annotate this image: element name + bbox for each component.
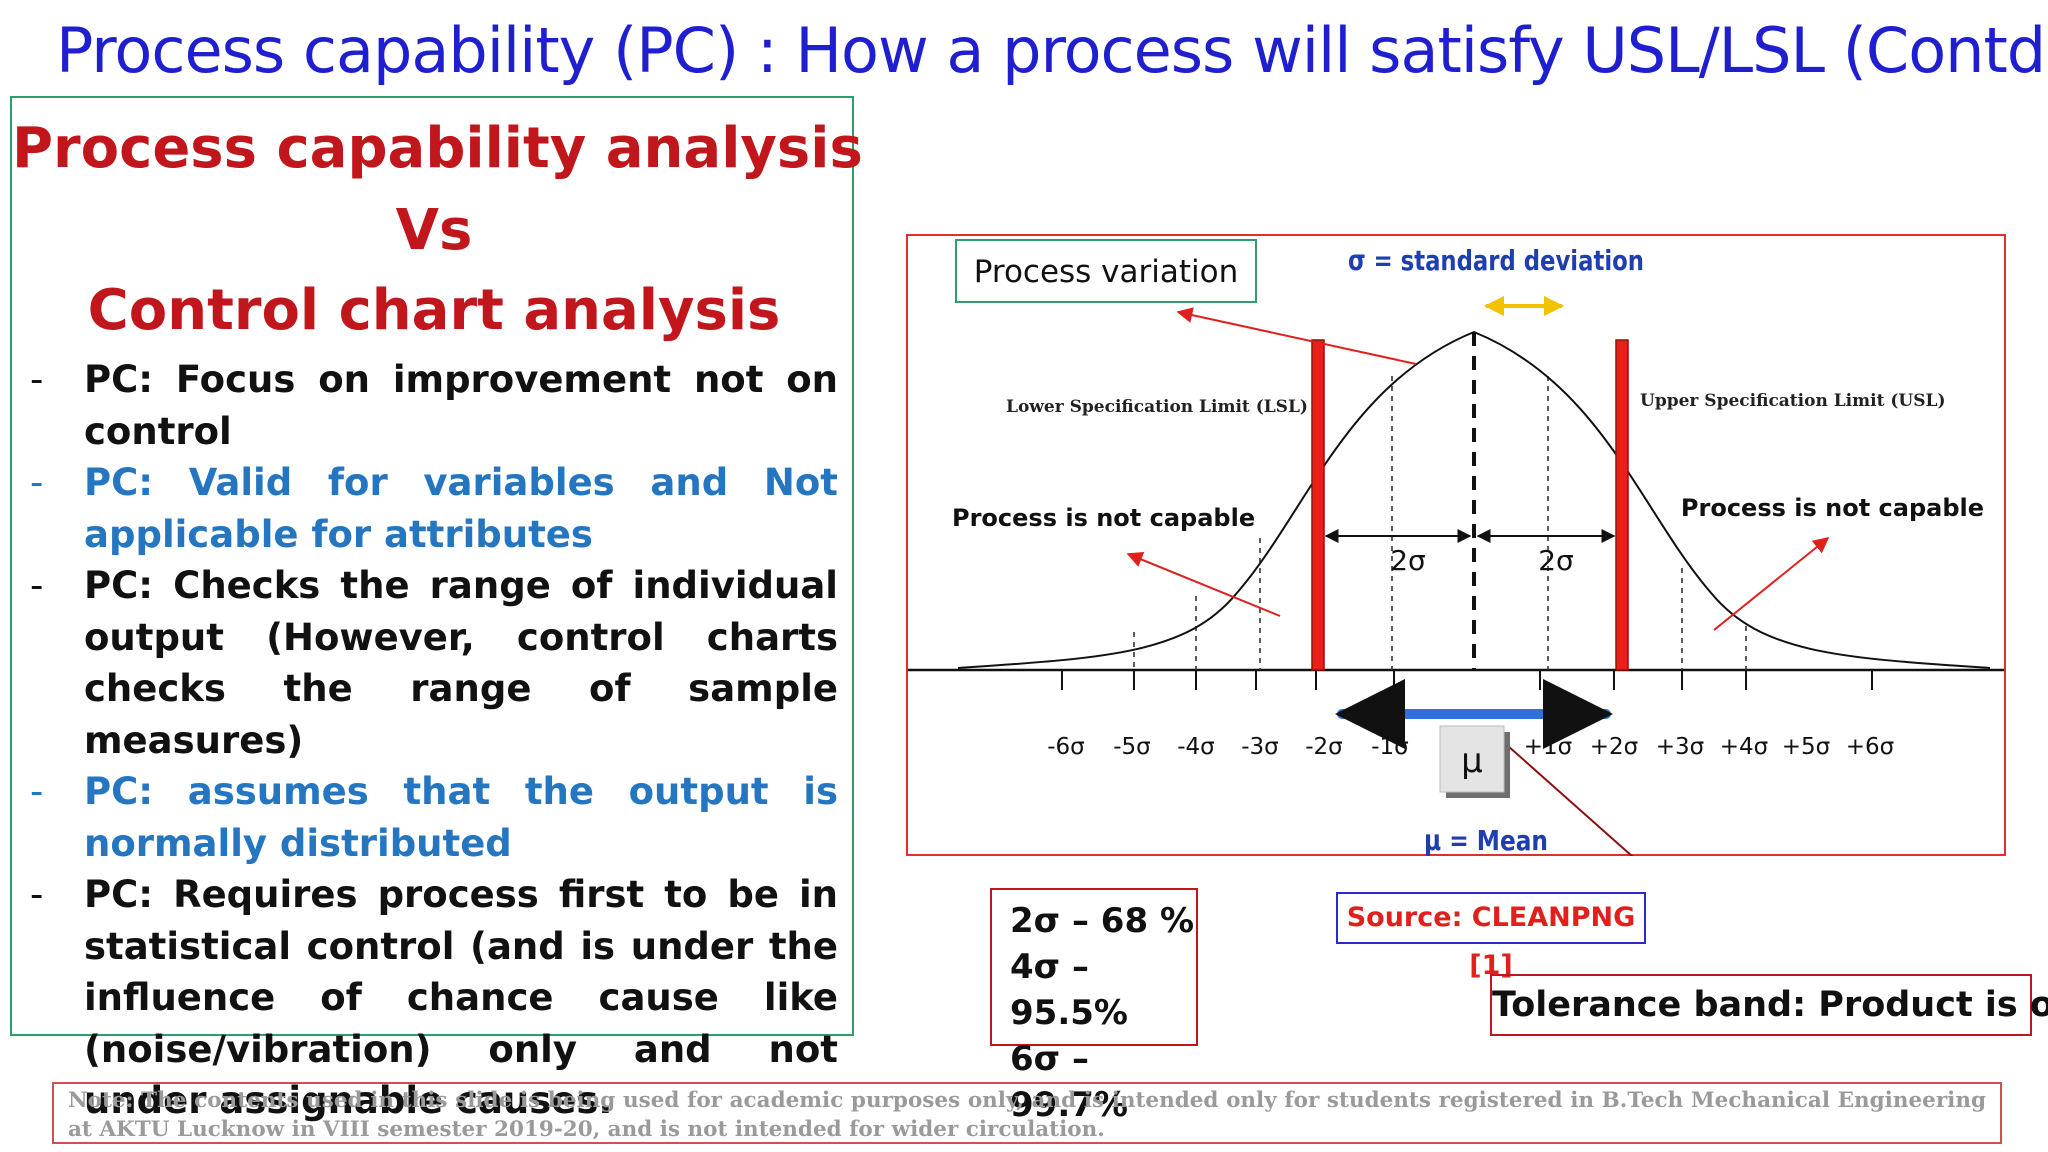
axis-tick-label: -5σ: [1113, 734, 1151, 760]
bullet-item: - PC: assumes that the output is normally…: [30, 766, 838, 869]
axis-tick-label: +2σ: [1590, 734, 1638, 760]
axis-tick-label: +3σ: [1656, 734, 1704, 760]
coverage-6-sigma: 6σ – 99.7%: [1010, 1039, 1128, 1125]
lsl-label: Lower Specification Limit (LSL): [1006, 397, 1308, 417]
bullet-dash: -: [30, 461, 44, 504]
axis-tick-label: -6σ: [1047, 734, 1085, 760]
bullet-item: - PC: Requires process first to be in sta…: [30, 869, 838, 1127]
bullet-list: - PC: Focus on improvement not on control…: [30, 354, 838, 1127]
comparison-panel: Process capability analysis Vs Control c…: [10, 96, 863, 1122]
heading-line-3: Control chart analysis: [87, 278, 781, 343]
bullet-text: PC: Focus on improvement not on control: [84, 358, 838, 453]
axis-tick-labels: -6σ -5σ -4σ -3σ -2σ -1σ +1σ +2σ +3σ +4σ …: [1047, 734, 1894, 760]
not-capable-left-label: Process is not capable: [952, 504, 1255, 532]
bullet-item: - PC: Checks the range of individual outp…: [30, 560, 838, 766]
axis-tick-label: -2σ: [1305, 734, 1343, 760]
not-capable-right-arrow: [1713, 536, 1830, 631]
usl-label: Upper Specification Limit (USL): [1640, 391, 1946, 411]
lsl-limit-bar: [1311, 339, 1325, 671]
not-capable-left-arrow: [1126, 552, 1281, 617]
axis-tick-label: +4σ: [1720, 734, 1768, 760]
tolerance-callout-arrow: [1489, 729, 1634, 856]
process-variation-box: [955, 239, 1257, 303]
not-capable-right-label: Process is not capable: [1681, 494, 1984, 522]
two-sigma-left-label: 2σ: [1390, 544, 1426, 577]
bullet-dash: -: [30, 770, 44, 813]
bullet-item: - PC: Focus on improvement not on control: [30, 354, 838, 457]
bullet-text: PC: assumes that the output is normally …: [84, 770, 838, 865]
source-citation: Source: CLEANPNG [1]: [1336, 892, 1646, 981]
mu-symbol: μ: [1461, 741, 1483, 781]
process-variation-label: Process variation: [974, 254, 1239, 290]
sigma-coverage-box: 2σ – 68 % 4σ – 95.5% 6σ – 99.7%: [990, 888, 1198, 1125]
two-sigma-right-label: 2σ: [1538, 544, 1574, 577]
axis-tick-marks: [1061, 670, 1873, 690]
bullet-dash: -: [30, 873, 44, 916]
sigma-legend: σ = standard deviation: [1348, 244, 1644, 277]
diagram-frame: [906, 234, 2006, 856]
bullet-text: PC: Checks the range of individual outpu…: [84, 564, 838, 762]
usl-limit-bar: [1615, 339, 1629, 671]
axis-tick-label: +1σ: [1524, 734, 1572, 760]
mean-legend: μ = Mean: [1424, 824, 1548, 856]
slide-title: Process capability (PC) : How a process …: [56, 14, 2048, 87]
coverage-4-sigma: 4σ – 95.5%: [1010, 947, 1128, 1033]
sigma-guide-lines: [1133, 376, 1747, 670]
tolerance-band-label: Tolerance band: Product is okay: [1490, 974, 2048, 1036]
axis-tick-label: -1σ: [1371, 734, 1409, 760]
axis-tick-label: -4σ: [1177, 734, 1215, 760]
heading-line-2: Vs: [395, 198, 473, 263]
bullet-text: PC: Valid for variables and Not applicab…: [84, 461, 838, 556]
mu-box: [1439, 725, 1505, 793]
bullet-text: PC: Requires process first to be in stat…: [84, 873, 838, 1122]
normal-distribution-diagram: Process variation σ = standard deviation…: [908, 239, 2004, 856]
bullet-item: - PC: Valid for variables and Not applica…: [30, 457, 838, 560]
axis-tick-label: +6σ: [1846, 734, 1894, 760]
disclaimer-note: Note: The contents used in this slide is…: [52, 1082, 2002, 1144]
heading-line-1: Process capability analysis: [12, 116, 863, 181]
axis-tick-label: -3σ: [1241, 734, 1279, 760]
bullet-dash: -: [30, 564, 44, 607]
axis-tick-label: +5σ: [1782, 734, 1830, 760]
bullet-dash: -: [30, 358, 44, 401]
coverage-2-sigma: 2σ – 68 %: [1010, 901, 1195, 941]
process-variation-arrow: [1176, 307, 1417, 365]
